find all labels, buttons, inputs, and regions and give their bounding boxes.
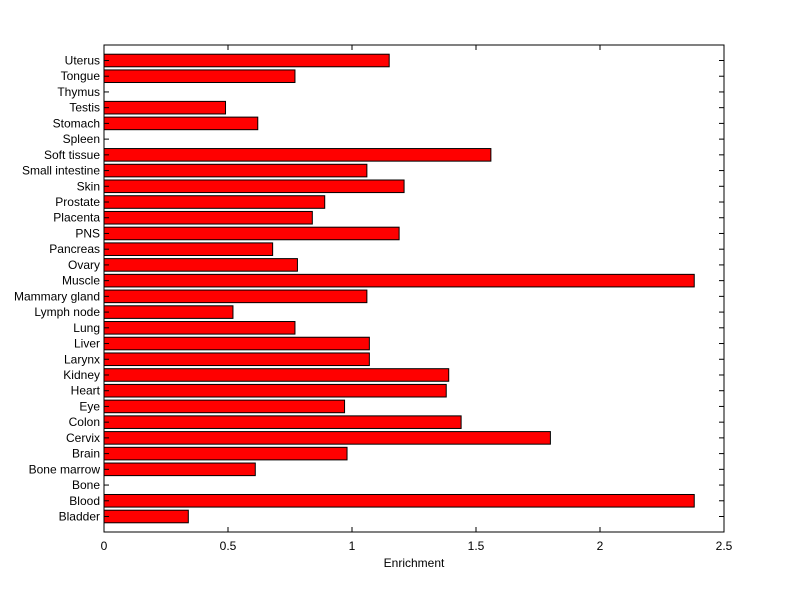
y-tick-label: Larynx <box>64 352 100 366</box>
bar <box>103 399 346 414</box>
y-tick-label: Lymph node <box>34 305 100 319</box>
y-tick-label: Placenta <box>53 211 100 225</box>
y-tick-label: Tongue <box>61 69 101 83</box>
y-tick-label: Kidney <box>63 368 100 382</box>
bar <box>103 352 370 367</box>
bar <box>103 210 313 225</box>
x-tick-label: 2 <box>597 539 604 553</box>
y-tick-label: Small intestine <box>22 164 100 178</box>
bar <box>103 383 447 398</box>
bar <box>103 289 368 304</box>
y-tick-label: Heart <box>71 384 101 398</box>
x-axis: 0 0.5 1 1.5 2 2.5 <box>101 45 733 553</box>
x-tick-label: 2.5 <box>716 539 733 553</box>
bar <box>103 415 462 429</box>
bar <box>103 273 695 288</box>
y-tick-label: Muscle <box>62 274 100 288</box>
y-tick-label: Blood <box>69 494 100 508</box>
y-tick-label: PNS <box>75 226 100 240</box>
y-tick-label: Liver <box>74 337 100 351</box>
y-tick-label: Bone <box>72 478 100 492</box>
y-tick-label: Cervix <box>66 431 100 445</box>
y-tick-label: Pancreas <box>49 242 100 256</box>
bar <box>103 462 256 477</box>
bar <box>103 116 259 131</box>
bar <box>103 336 370 351</box>
bar <box>103 305 234 319</box>
bars-group <box>103 53 695 524</box>
bar <box>103 493 695 508</box>
bar <box>103 148 492 162</box>
bar <box>103 69 296 84</box>
y-tick-label: Eye <box>79 399 100 413</box>
bar <box>103 53 390 68</box>
bar <box>103 321 296 335</box>
x-tick-label: 1 <box>349 539 356 553</box>
x-axis-label: Enrichment <box>384 556 445 570</box>
bar <box>103 226 400 241</box>
bar <box>103 163 368 178</box>
y-tick-label: Bone marrow <box>29 462 101 476</box>
y-tick-label: Colon <box>69 415 100 429</box>
bar <box>103 431 551 445</box>
bar <box>103 368 450 382</box>
y-tick-label: Mammary gland <box>14 289 100 303</box>
y-tick-label: Prostate <box>55 195 100 209</box>
x-tick-label: 0.5 <box>220 539 237 553</box>
bar <box>103 179 405 194</box>
y-tick-label: Uterus <box>65 54 100 68</box>
y-tick-label: Brain <box>72 447 100 461</box>
y-tick-label: Skin <box>77 179 100 193</box>
bar <box>103 258 298 272</box>
bar <box>103 446 348 461</box>
y-tick-label: Ovary <box>68 258 100 272</box>
bar <box>103 195 326 209</box>
y-tick-label: Lung <box>73 321 100 335</box>
y-tick-label: Bladder <box>59 510 100 524</box>
y-tick-label: Testis <box>69 101 100 115</box>
bar <box>103 242 274 256</box>
y-tick-label: Thymus <box>57 85 100 99</box>
y-tick-label: Stomach <box>53 116 100 130</box>
bar <box>103 509 189 524</box>
bar <box>103 100 227 115</box>
x-tick-label: 0 <box>101 539 108 553</box>
x-tick-label: 1.5 <box>468 539 485 553</box>
y-tick-label: Spleen <box>63 132 100 146</box>
y-tick-label: Soft tissue <box>44 148 100 162</box>
